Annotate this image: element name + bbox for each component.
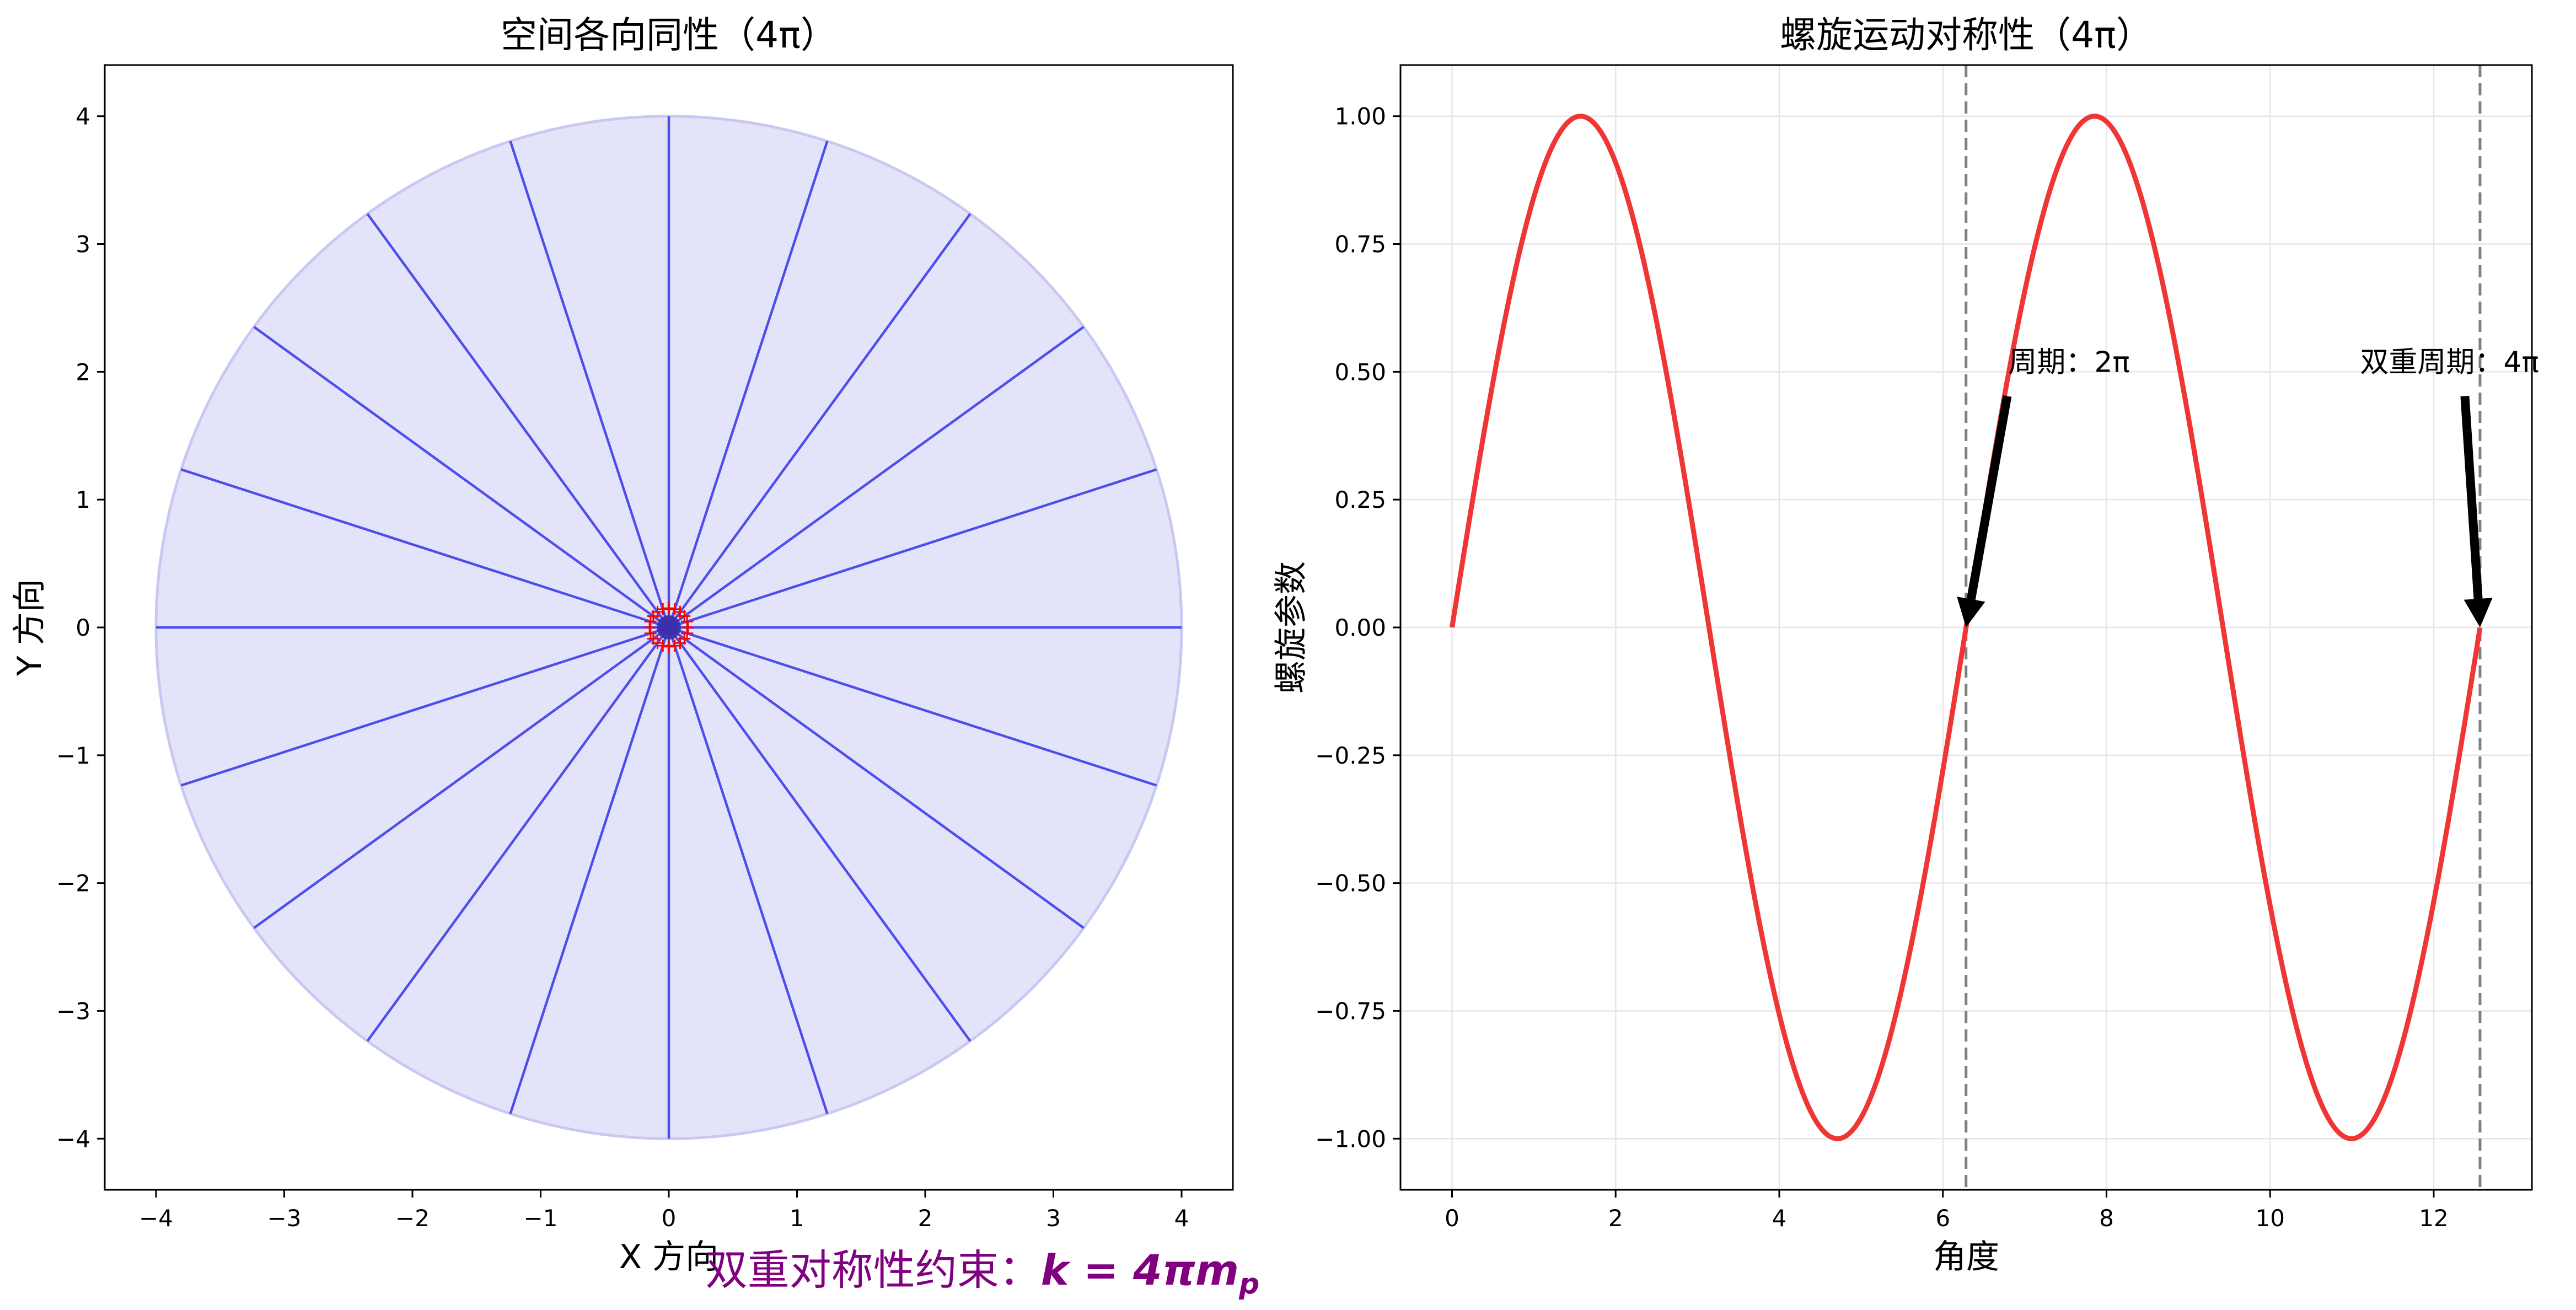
x-tick-label: 2 bbox=[918, 1205, 933, 1232]
y-tick-label: −0.50 bbox=[1315, 870, 1386, 897]
direction-spoke bbox=[180, 468, 669, 629]
suptitle-formula: k = 4πm bbox=[1041, 1245, 1239, 1295]
annotation-arrow-shaft bbox=[1966, 395, 2012, 600]
direction-spoke bbox=[253, 326, 670, 629]
x-tick-label: 10 bbox=[2255, 1205, 2284, 1232]
y-tick-label: 1.00 bbox=[1334, 103, 1386, 130]
y-tick-label: −3 bbox=[56, 997, 90, 1024]
direction-spoke bbox=[180, 626, 669, 787]
y-tick-label: 0 bbox=[76, 614, 90, 641]
center-point bbox=[657, 615, 681, 640]
x-tick-label: 6 bbox=[1935, 1205, 1950, 1232]
annotation-label: 周期：2π bbox=[2008, 346, 2129, 379]
center-marker bbox=[681, 627, 694, 640]
center-marker bbox=[657, 603, 669, 615]
y-tick-label: 1 bbox=[76, 486, 90, 513]
center-marker bbox=[681, 615, 694, 628]
x-tick-label: 4 bbox=[1174, 1205, 1189, 1232]
center-marker bbox=[651, 637, 664, 649]
direction-spoke bbox=[668, 626, 1157, 787]
direction-spoke bbox=[668, 626, 972, 1042]
right-plot-content: 周期：2π 双重周期：4π bbox=[1450, 65, 2539, 1190]
y-tick-label: 4 bbox=[76, 103, 90, 130]
right-y-axis-label: 螺旋参数 bbox=[1272, 561, 1311, 694]
left-x-axis-label: X 方向 bbox=[619, 1238, 718, 1276]
direction-spoke bbox=[509, 141, 670, 628]
center-marker bbox=[643, 621, 656, 633]
y-tick-label: 0.75 bbox=[1334, 231, 1386, 258]
y-tick-label: 0.25 bbox=[1334, 486, 1386, 513]
right-axis-ticks: 0 2 4 6 8 10 12 −1.00 −0.75 −0.50 −0.25 0.00 0.25 0.5… bbox=[1315, 103, 2448, 1232]
direction-spoke bbox=[668, 626, 1085, 929]
right-chart-title: 螺旋运动对称性（4π） bbox=[1780, 14, 2153, 56]
left-plot-content bbox=[154, 115, 1183, 1140]
y-tick-label: −0.25 bbox=[1315, 742, 1386, 769]
x-tick-label: 12 bbox=[2419, 1205, 2448, 1232]
right-x-axis-label: 角度 bbox=[1933, 1238, 1999, 1276]
y-tick-label: 0.50 bbox=[1334, 358, 1386, 385]
direction-spoke bbox=[509, 627, 670, 1114]
figure-suptitle: 双重对称性约束：k = 4πmp bbox=[706, 1245, 1260, 1301]
y-tick-label: −1.00 bbox=[1315, 1125, 1386, 1152]
direction-spoke bbox=[253, 626, 670, 929]
x-tick-label: 0 bbox=[1445, 1205, 1459, 1232]
y-tick-label: 0.00 bbox=[1334, 614, 1386, 641]
center-marker bbox=[663, 640, 675, 653]
annotation-arrow-head bbox=[2464, 598, 2493, 627]
direction-spoke bbox=[667, 627, 829, 1114]
left-chart-title: 空间各向同性（4π） bbox=[501, 14, 837, 56]
y-tick-label: −2 bbox=[56, 870, 90, 897]
suptitle-prefix: 双重对称性约束： bbox=[706, 1245, 1041, 1295]
annotation-label: 双重周期：4π bbox=[2360, 346, 2539, 379]
direction-spoke bbox=[668, 468, 1157, 629]
x-tick-label: 0 bbox=[662, 1205, 677, 1232]
center-marker bbox=[663, 602, 675, 615]
x-tick-label: −2 bbox=[395, 1205, 430, 1232]
x-tick-label: −4 bbox=[139, 1205, 173, 1232]
x-tick-label: 1 bbox=[790, 1205, 804, 1232]
direction-spoke bbox=[668, 213, 972, 629]
annotation-arrow-head bbox=[1957, 597, 1985, 627]
spiral-parameter-line bbox=[1450, 114, 2483, 1141]
left-y-axis-label: Y 方向 bbox=[10, 579, 49, 677]
center-marker bbox=[668, 603, 681, 615]
center-marker bbox=[668, 640, 681, 652]
x-tick-label: −3 bbox=[267, 1205, 302, 1232]
x-tick-label: 3 bbox=[1046, 1205, 1061, 1232]
x-tick-label: 2 bbox=[1608, 1205, 1623, 1232]
spiral-symmetry-chart: 螺旋运动对称性（4π） 周期：2π 双重周期：4π 0 2 4 6 8 10 12 −1.00 −… bbox=[1272, 14, 2539, 1276]
center-marker bbox=[681, 621, 694, 633]
y-tick-label: 2 bbox=[76, 358, 90, 385]
center-marker bbox=[644, 627, 657, 640]
left-axis-ticks: −4 −3 −2 −1 0 1 2 3 4 −4 −3 −2 −1 0 1 2 3 4 bbox=[56, 103, 1189, 1232]
isotropy-chart: 空间各向同性（4π） −4 −3 −2 −1 0 1 2 3 4 −4 −3 −2 −1 0 1 2 3 4 X … bbox=[10, 14, 1234, 1276]
center-marker bbox=[674, 605, 686, 618]
y-tick-label: −1 bbox=[56, 742, 90, 769]
direction-spoke bbox=[366, 626, 670, 1042]
center-marker bbox=[647, 610, 659, 622]
center-marker bbox=[644, 615, 657, 628]
y-tick-label: −4 bbox=[56, 1125, 90, 1152]
y-tick-label: −0.75 bbox=[1315, 997, 1386, 1024]
x-tick-label: 8 bbox=[2099, 1205, 2114, 1232]
x-tick-label: 4 bbox=[1772, 1205, 1787, 1232]
annotation-arrow-shaft bbox=[2460, 395, 2483, 599]
suptitle-subscript: p bbox=[1238, 1268, 1259, 1301]
center-marker bbox=[657, 640, 669, 652]
x-tick-label: −1 bbox=[524, 1205, 558, 1232]
direction-spoke bbox=[667, 141, 829, 628]
direction-spoke bbox=[366, 213, 670, 629]
center-marker bbox=[678, 632, 691, 645]
y-tick-label: 3 bbox=[76, 231, 90, 258]
direction-spoke bbox=[668, 326, 1085, 629]
